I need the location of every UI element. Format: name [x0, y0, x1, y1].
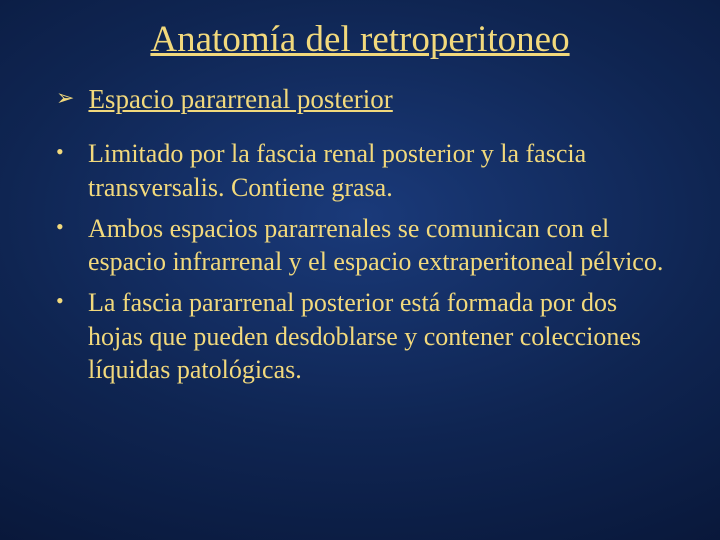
list-item: • La fascia pararrenal posterior está fo…	[56, 286, 670, 386]
body-list: • Limitado por la fascia renal posterior…	[56, 137, 670, 386]
body-text: Limitado por la fascia renal posterior y…	[88, 137, 670, 204]
arrow-bullet-icon: ➢	[56, 83, 74, 114]
slide-subtitle: Espacio pararrenal posterior	[88, 83, 392, 115]
dot-bullet-icon: •	[56, 212, 70, 243]
slide-title: Anatomía del retroperitoneo	[50, 18, 670, 61]
dot-bullet-icon: •	[56, 137, 70, 168]
list-item: • Ambos espacios pararrenales se comunic…	[56, 212, 670, 279]
dot-bullet-icon: •	[56, 286, 70, 317]
list-item: • Limitado por la fascia renal posterior…	[56, 137, 670, 204]
subtitle-row: ➢ Espacio pararrenal posterior	[56, 83, 670, 115]
body-text: Ambos espacios pararrenales se comunican…	[88, 212, 670, 279]
slide-container: Anatomía del retroperitoneo ➢ Espacio pa…	[0, 0, 720, 540]
body-text: La fascia pararrenal posterior está form…	[88, 286, 670, 386]
